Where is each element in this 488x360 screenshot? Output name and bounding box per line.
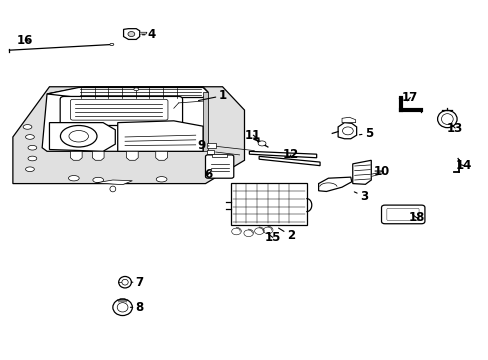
Polygon shape bbox=[49, 123, 115, 151]
Polygon shape bbox=[118, 121, 203, 151]
Text: 2: 2 bbox=[278, 228, 294, 242]
Ellipse shape bbox=[122, 279, 128, 285]
Text: 15: 15 bbox=[264, 231, 281, 244]
Ellipse shape bbox=[93, 177, 103, 183]
Text: 8: 8 bbox=[130, 301, 143, 314]
Text: 12: 12 bbox=[282, 148, 298, 161]
Bar bbox=[206, 143, 215, 148]
Text: 14: 14 bbox=[455, 159, 471, 172]
Ellipse shape bbox=[128, 32, 135, 37]
Text: 16: 16 bbox=[17, 33, 33, 47]
Text: 3: 3 bbox=[354, 190, 367, 203]
Polygon shape bbox=[156, 151, 167, 160]
Ellipse shape bbox=[25, 135, 34, 139]
Polygon shape bbox=[92, 151, 104, 160]
Ellipse shape bbox=[110, 186, 116, 192]
Ellipse shape bbox=[23, 125, 32, 129]
Polygon shape bbox=[337, 123, 356, 139]
Text: 7: 7 bbox=[131, 276, 143, 289]
Polygon shape bbox=[126, 151, 138, 160]
Ellipse shape bbox=[156, 177, 166, 182]
Text: 5: 5 bbox=[359, 127, 372, 140]
Bar bbox=[206, 150, 213, 154]
Text: 1: 1 bbox=[198, 89, 226, 102]
Text: 17: 17 bbox=[401, 91, 418, 104]
Ellipse shape bbox=[134, 88, 139, 91]
Polygon shape bbox=[13, 87, 244, 184]
Polygon shape bbox=[140, 32, 147, 34]
Ellipse shape bbox=[117, 303, 128, 312]
Bar bbox=[231, 183, 306, 225]
Ellipse shape bbox=[110, 43, 114, 45]
Polygon shape bbox=[47, 87, 207, 98]
Polygon shape bbox=[370, 171, 383, 176]
Text: 4: 4 bbox=[142, 28, 156, 41]
Polygon shape bbox=[211, 154, 227, 157]
Ellipse shape bbox=[342, 127, 352, 135]
FancyBboxPatch shape bbox=[60, 96, 182, 126]
Ellipse shape bbox=[258, 141, 265, 146]
Polygon shape bbox=[352, 160, 370, 184]
FancyBboxPatch shape bbox=[205, 155, 233, 178]
FancyBboxPatch shape bbox=[381, 205, 424, 224]
Polygon shape bbox=[203, 92, 207, 151]
Text: 11: 11 bbox=[244, 129, 261, 142]
Text: 10: 10 bbox=[373, 165, 389, 177]
Polygon shape bbox=[249, 151, 316, 158]
Polygon shape bbox=[42, 87, 207, 151]
Text: 18: 18 bbox=[407, 211, 424, 224]
Text: 6: 6 bbox=[203, 168, 212, 181]
Polygon shape bbox=[96, 180, 132, 185]
Ellipse shape bbox=[69, 131, 88, 142]
Polygon shape bbox=[341, 117, 355, 123]
Polygon shape bbox=[259, 156, 320, 166]
Ellipse shape bbox=[28, 145, 37, 150]
Polygon shape bbox=[318, 177, 351, 192]
Ellipse shape bbox=[61, 126, 97, 147]
Ellipse shape bbox=[441, 114, 452, 125]
Text: 13: 13 bbox=[446, 122, 462, 135]
Polygon shape bbox=[70, 151, 82, 160]
Ellipse shape bbox=[68, 176, 79, 181]
Ellipse shape bbox=[28, 156, 37, 161]
Ellipse shape bbox=[119, 276, 131, 288]
Ellipse shape bbox=[437, 111, 456, 128]
Text: 9: 9 bbox=[197, 139, 208, 152]
Ellipse shape bbox=[113, 299, 132, 316]
Ellipse shape bbox=[25, 167, 34, 172]
Polygon shape bbox=[123, 29, 140, 40]
